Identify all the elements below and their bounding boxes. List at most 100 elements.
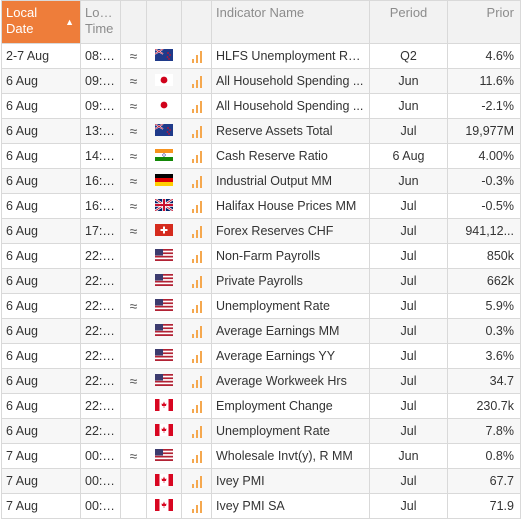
table-row[interactable]: 6 Aug 22:30 Non-Farm Payrolls Jul 850k [1,243,521,269]
column-header-approx [120,0,147,44]
table-row[interactable]: 6 Aug 22:30 Unemployment Rate Jul 7.8% [1,418,521,444]
row-time: 00:00 [80,468,121,494]
row-date: 7 Aug [1,468,81,494]
column-header-indicator-name[interactable]: Indicator Name [211,0,370,44]
row-period: Q2 [369,43,448,69]
local-time-label-line1: Local [85,5,117,20]
table-row[interactable]: 6 Aug 17:00 ≈ Forex Reserves CHF Jul 941,12..… [1,218,521,244]
table-header-row: Local Date ▲ Local Time Indicator Name P… [1,0,521,44]
row-indicator-name[interactable]: Private Payrolls [211,268,370,294]
us-flag-icon [155,273,173,289]
impact-bars-icon [191,425,202,438]
row-indicator-name[interactable]: Non-Farm Payrolls [211,243,370,269]
row-impact [181,218,212,244]
row-indicator-name[interactable]: Unemployment Rate [211,293,370,319]
row-indicator-name[interactable]: Wholesale Invt(y), R MM [211,443,370,469]
table-row[interactable]: 6 Aug 22:30 Private Payrolls Jul 662k [1,268,521,294]
table-row[interactable]: 6 Aug 13:00 ≈ Reserve Assets Total Jul 19,977… [1,118,521,144]
impact-bars-icon [191,500,202,513]
row-country [146,318,182,344]
row-impact [181,393,212,419]
table-row[interactable]: 6 Aug 22:30 ≈ Average Workweek Hrs Jul 34.7 [1,368,521,394]
row-date: 6 Aug [1,343,81,369]
table-row[interactable]: 7 Aug 00:00 ≈ Wholesale Invt(y), R MM Jun 0.8… [1,443,521,469]
row-time: 08:45 [80,43,121,69]
row-indicator-name[interactable]: Halifax House Prices MM [211,193,370,219]
impact-bars-icon [191,100,202,113]
impact-bars-icon [191,150,202,163]
row-time: 22:30 [80,268,121,294]
row-indicator-name[interactable]: Ivey PMI SA [211,493,370,519]
nz-flag-icon [154,47,173,64]
row-indicator-name[interactable]: Employment Change [211,393,370,419]
impact-bars-icon [191,75,202,88]
row-impact [181,418,212,444]
row-period: Jul [369,343,448,369]
local-date-label-line2: Date [6,21,34,36]
row-country [146,268,182,294]
approximate-time-icon [120,243,147,269]
row-time: 16:00 [80,193,121,219]
de-flag-icon [155,173,173,189]
table-row[interactable]: 6 Aug 22:30 Average Earnings YY Jul 3.6% [1,343,521,369]
row-indicator-name[interactable]: Industrial Output MM [211,168,370,194]
column-header-period[interactable]: Period [369,0,448,44]
row-indicator-name[interactable]: Unemployment Rate [211,418,370,444]
table-row[interactable]: 2-7 Aug 08:45 ≈ HLFS Unemployment Rate Q2 4.6… [1,43,521,69]
row-country [146,193,182,219]
ca-flag-icon [155,423,173,439]
column-header-prior[interactable]: Prior [447,0,521,44]
table-row[interactable]: 6 Aug 14:30 ≈ Cash Reserve Ratio 6 Aug 4.00% [1,143,521,169]
table-row[interactable]: 6 Aug 09:30 ≈ All Household Spending ... Jun… [1,68,521,94]
row-period: Jun [369,68,448,94]
column-header-local-time[interactable]: Local Time [80,0,121,44]
ch-flag-icon [155,223,173,239]
row-period: Jul [369,418,448,444]
row-indicator-name[interactable]: All Household Spending ... [211,93,370,119]
row-indicator-name[interactable]: All Household Spending ... [211,68,370,94]
table-row[interactable]: 7 Aug 00:00 Ivey PMI SA Jul 71.9 [1,493,521,519]
row-indicator-name[interactable]: Reserve Assets Total [211,118,370,144]
row-prior: 850k [447,243,521,269]
row-indicator-name[interactable]: Cash Reserve Ratio [211,143,370,169]
approximate-time-icon [120,393,147,419]
column-header-local-date[interactable]: Local Date ▲ [1,0,81,44]
row-prior: 34.7 [447,368,521,394]
table-row[interactable]: 6 Aug 22:30 ≈ Unemployment Rate Jul 5.9% [1,293,521,319]
approximate-time-icon [120,268,147,294]
row-indicator-name[interactable]: Ivey PMI [211,468,370,494]
impact-bars-icon [191,325,202,338]
sort-ascending-icon[interactable]: ▲ [65,17,74,27]
row-country [146,93,182,119]
impact-bars-icon [191,350,202,363]
table-row[interactable]: 7 Aug 00:00 Ivey PMI Jul 67.7 [1,468,521,494]
table-row[interactable]: 6 Aug 22:30 Employment Change Jul 230.7k [1,393,521,419]
row-indicator-name[interactable]: Average Earnings MM [211,318,370,344]
row-impact [181,318,212,344]
row-country [146,468,182,494]
row-prior: 0.3% [447,318,521,344]
row-indicator-name[interactable]: HLFS Unemployment Rate [211,43,370,69]
row-time: 22:30 [80,318,121,344]
row-prior: -0.3% [447,168,521,194]
table-row[interactable]: 6 Aug 16:00 ≈ Industrial Output MM Jun -0.3% [1,168,521,194]
row-country [146,443,182,469]
table-row[interactable]: 6 Aug 16:00 ≈ Halifax House Prices MM Jul -0.… [1,193,521,219]
approximate-time-icon [120,318,147,344]
row-time: 16:00 [80,168,121,194]
row-indicator-name[interactable]: Average Earnings YY [211,343,370,369]
row-indicator-name[interactable]: Average Workweek Hrs [211,368,370,394]
row-prior: 11.6% [447,68,521,94]
approximate-time-icon: ≈ [120,193,147,219]
row-impact [181,193,212,219]
row-time: 13:00 [80,118,121,144]
table-row[interactable]: 6 Aug 09:30 ≈ All Household Spending ... Jun… [1,93,521,119]
row-country [146,368,182,394]
row-time: 00:00 [80,443,121,469]
row-indicator-name[interactable]: Forex Reserves CHF [211,218,370,244]
row-prior: 0.8% [447,443,521,469]
table-row[interactable]: 6 Aug 22:30 Average Earnings MM Jul 0.3% [1,318,521,344]
row-period: Jul [369,468,448,494]
row-country [146,493,182,519]
